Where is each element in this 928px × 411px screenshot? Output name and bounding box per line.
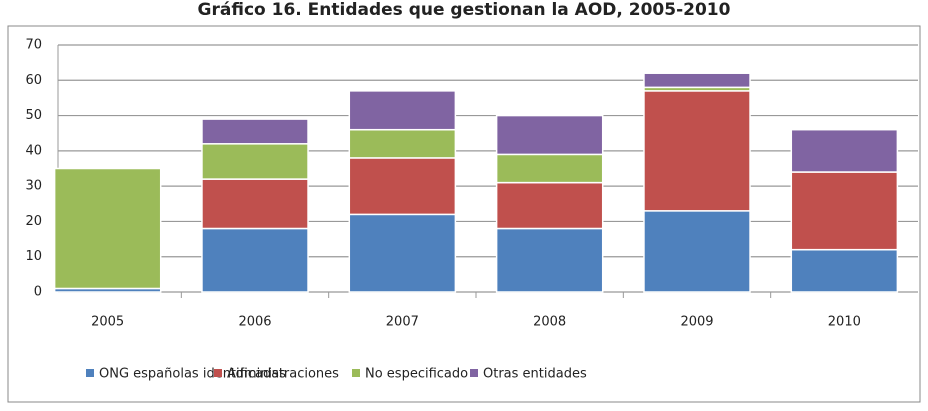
legend-label: Administraciones	[227, 367, 339, 382]
legend-marker	[214, 369, 222, 377]
bar-segment	[348, 157, 457, 216]
bar-segment	[201, 143, 309, 180]
y-tick-label: 70	[25, 38, 42, 53]
y-tick-label: 30	[25, 179, 42, 194]
bar-segment	[53, 167, 162, 290]
legend-marker	[470, 369, 478, 377]
bar-segment	[201, 178, 309, 230]
legend-marker	[352, 369, 360, 377]
y-tick-label: 10	[25, 249, 42, 264]
legend-label: Otras entidades	[483, 367, 587, 382]
bar-segment	[495, 181, 604, 230]
x-tick-label: 2009	[680, 315, 713, 330]
y-tick-label: 20	[25, 214, 42, 229]
x-tick-label: 2008	[533, 315, 566, 330]
x-tick-label: 2006	[238, 315, 271, 330]
bar-segment	[201, 227, 309, 293]
chart-title: Gráfico 16. Entidades que gestionan la A…	[198, 0, 731, 20]
x-tick-label: 2010	[828, 315, 861, 330]
y-tick-label: 0	[34, 285, 42, 300]
y-tick-label: 60	[25, 73, 42, 88]
bar-segment	[495, 153, 604, 184]
legend-label: No especificado	[365, 367, 468, 382]
bar-segment	[495, 114, 604, 156]
bar-segment	[790, 171, 899, 251]
x-tick-label: 2007	[386, 315, 419, 330]
y-tick-label: 40	[25, 143, 42, 158]
x-tick-label: 2005	[91, 315, 124, 330]
bar-segment	[643, 90, 751, 212]
bar-segment	[495, 227, 604, 293]
bar-segment	[348, 90, 457, 131]
bar-segment	[348, 128, 457, 159]
bar-segment	[643, 210, 751, 293]
bar-segment	[790, 128, 899, 173]
bar-segment	[790, 248, 899, 293]
y-tick-label: 50	[25, 108, 42, 123]
bar-segment	[643, 72, 751, 89]
legend-label: ONG españolas identificadas	[99, 367, 286, 382]
bar-segment	[348, 213, 457, 293]
legend-marker	[86, 369, 94, 377]
bar-segment	[201, 118, 309, 145]
